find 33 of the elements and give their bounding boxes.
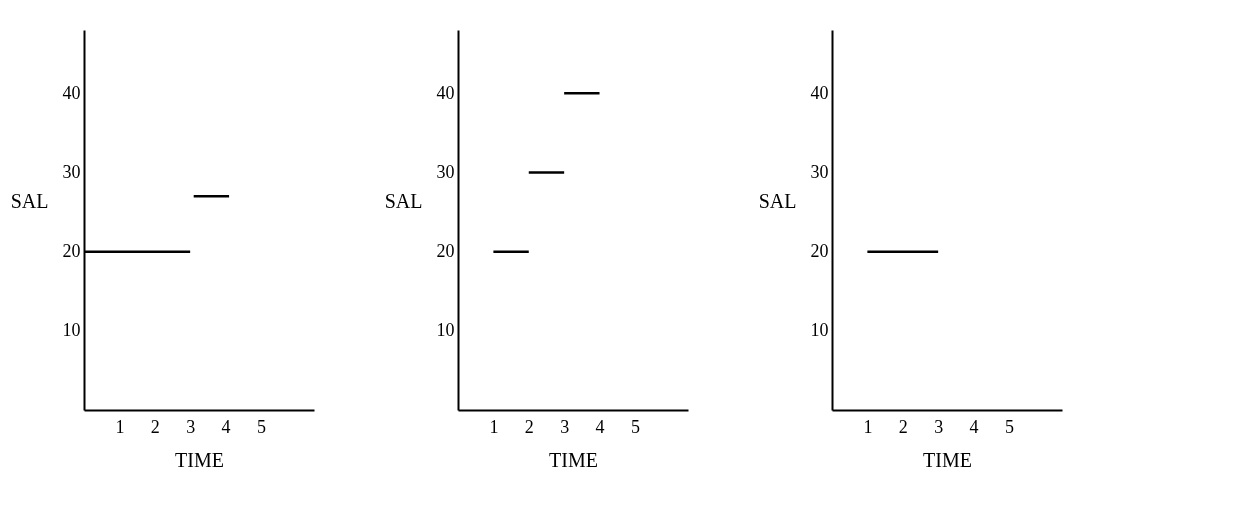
- x-tick-label: 4: [221, 416, 231, 437]
- x-tick-label: 3: [186, 416, 196, 437]
- y-tick-label: 40: [62, 82, 81, 103]
- x-axis-title: TIME: [175, 448, 224, 471]
- x-tick-label: 1: [115, 416, 125, 437]
- x-tick-label: 1: [863, 416, 873, 437]
- y-tick-label: 20: [62, 241, 81, 262]
- y-tick-label: 30: [436, 162, 455, 182]
- x-tick-label: 4: [969, 416, 979, 437]
- y-tick-label: 30: [62, 162, 81, 182]
- y-tick-label: 10: [436, 320, 455, 341]
- y-tick-label: 20: [436, 241, 455, 262]
- y-tick-label: 10: [810, 320, 829, 341]
- x-axis-title: TIME: [923, 448, 972, 471]
- x-tick-label: 5: [630, 416, 640, 437]
- x-tick-label: 5: [256, 416, 266, 437]
- x-tick-label: 3: [934, 416, 944, 437]
- x-tick-label: 5: [1004, 416, 1014, 437]
- y-tick-label: 10: [62, 320, 81, 341]
- x-tick-label: 4: [595, 416, 605, 437]
- x-tick-label: 2: [898, 416, 908, 437]
- x-tick-label: 2: [150, 416, 160, 437]
- x-tick-label: 1: [489, 416, 499, 437]
- y-tick-label: 30: [810, 162, 829, 182]
- y-axis-title: SAL: [384, 189, 423, 212]
- y-tick-label: 20: [810, 241, 829, 262]
- x-tick-label: 2: [524, 416, 534, 437]
- y-tick-label: 40: [810, 82, 829, 103]
- y-axis-title: SAL: [758, 189, 797, 212]
- y-axis-title: SAL: [10, 189, 49, 212]
- y-tick-label: 40: [436, 82, 455, 103]
- x-axis-title: TIME: [549, 448, 598, 471]
- x-tick-label: 3: [560, 416, 570, 437]
